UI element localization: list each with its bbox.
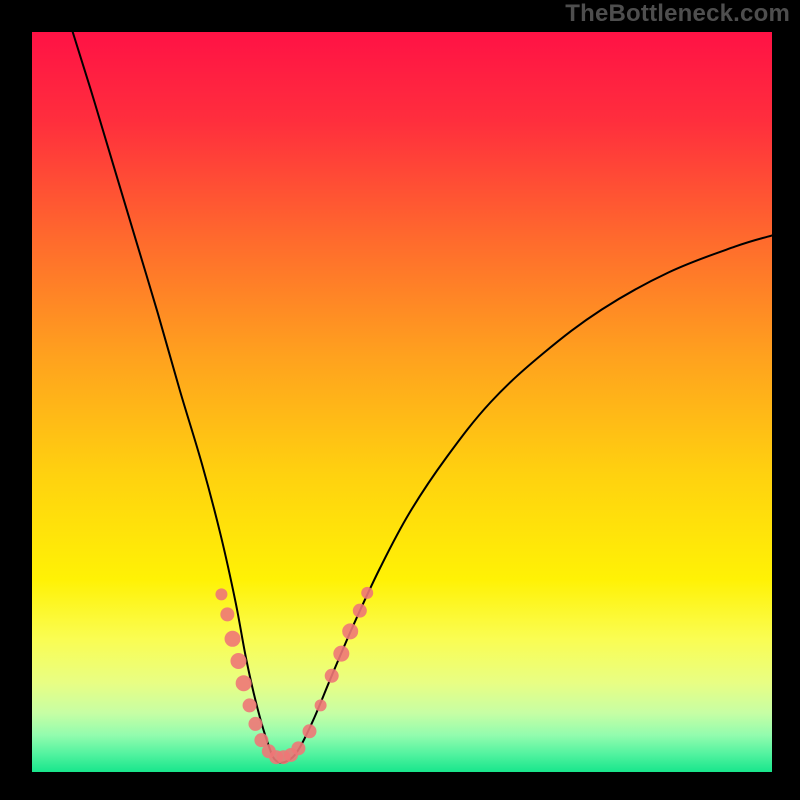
- watermark-text: TheBottleneck.com: [565, 0, 790, 28]
- stage: TheBottleneck.com: [0, 0, 800, 800]
- chart-background-gradient: [32, 32, 772, 772]
- chart-plot-area: [32, 32, 772, 772]
